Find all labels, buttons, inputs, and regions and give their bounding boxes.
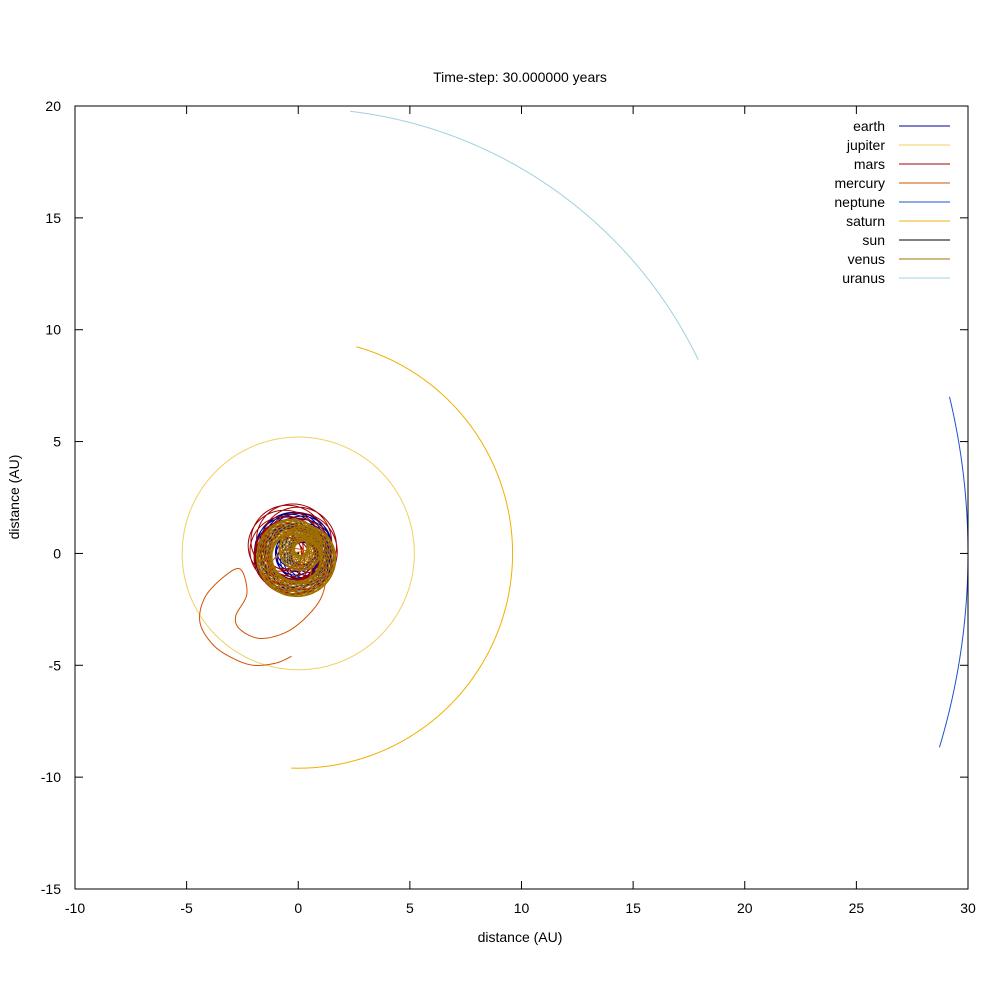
legend-label-mars: mars bbox=[854, 156, 885, 172]
x-tick-label: 30 bbox=[960, 900, 976, 916]
legend-label-neptune: neptune bbox=[834, 194, 885, 210]
series-venus bbox=[255, 518, 337, 598]
y-tick-label: -5 bbox=[49, 657, 62, 673]
series-saturn bbox=[291, 346, 514, 769]
series-jupiter bbox=[181, 436, 415, 671]
series-neptune bbox=[938, 396, 968, 748]
y-tick-label: 10 bbox=[45, 322, 61, 338]
x-axis: -10 -5 0 5 10 15 20 25 30 bbox=[65, 106, 976, 916]
x-tick-label: 25 bbox=[849, 900, 865, 916]
y-tick-label: 15 bbox=[45, 210, 61, 226]
legend-label-jupiter: jupiter bbox=[846, 137, 885, 153]
x-tick-label: 20 bbox=[737, 900, 753, 916]
legend-label-earth: earth bbox=[853, 118, 885, 134]
y-axis-label: distance (AU) bbox=[6, 455, 22, 540]
x-tick-label: 5 bbox=[406, 900, 414, 916]
y-tick-label: 0 bbox=[53, 545, 61, 561]
y-tick-label: 20 bbox=[45, 98, 61, 114]
legend-label-venus: venus bbox=[848, 251, 885, 267]
chart-title: Time-step: 30.000000 years bbox=[433, 69, 607, 85]
y-tick-label: 5 bbox=[53, 434, 61, 450]
legend-label-saturn: saturn bbox=[846, 213, 885, 229]
legend: earth jupiter mars mercury neptune saturn sun v… bbox=[834, 118, 950, 286]
x-tick-label: -10 bbox=[65, 900, 85, 916]
y-tick-label: -15 bbox=[41, 881, 61, 897]
x-axis-label: distance (AU) bbox=[478, 929, 563, 945]
legend-label-uranus: uranus bbox=[842, 270, 885, 286]
series-uranus bbox=[350, 110, 699, 360]
legend-label-mercury: mercury bbox=[834, 175, 885, 191]
x-tick-label: 15 bbox=[625, 900, 641, 916]
x-tick-label: 0 bbox=[294, 900, 302, 916]
plot-frame bbox=[74, 105, 969, 890]
legend-label-sun: sun bbox=[862, 232, 885, 248]
x-tick-label: 10 bbox=[514, 900, 530, 916]
y-tick-label: -10 bbox=[41, 769, 61, 785]
x-tick-label: -5 bbox=[180, 900, 193, 916]
y-axis: -15 -10 -5 0 5 10 15 20 bbox=[41, 98, 968, 897]
